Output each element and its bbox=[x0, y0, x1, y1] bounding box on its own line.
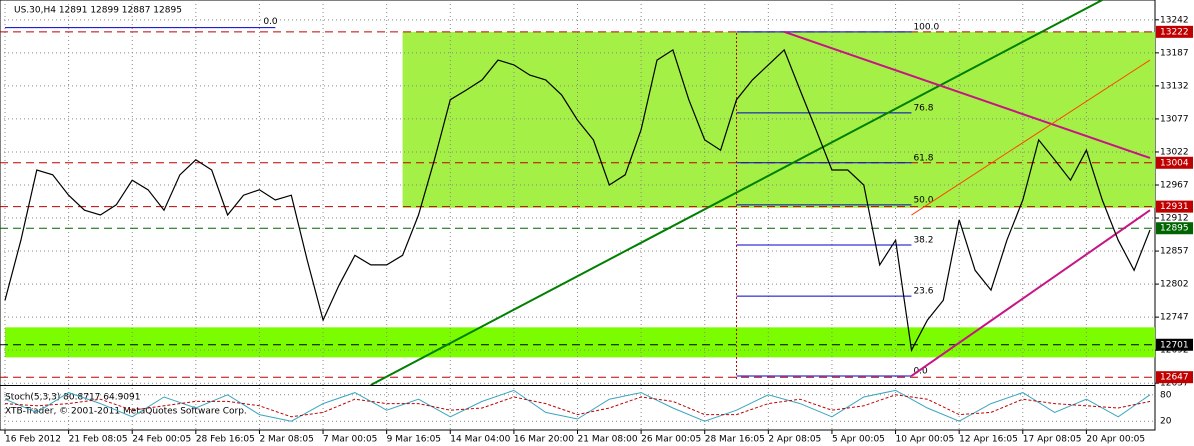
x-tick-label: 7 Mar 00:05 bbox=[323, 435, 377, 445]
level-label: 12895 bbox=[1160, 224, 1189, 234]
x-tick-label: 20 Apr 00:05 bbox=[1086, 435, 1145, 445]
fib-label: 100.0 bbox=[913, 22, 939, 32]
x-tick-label: 17 Apr 08:05 bbox=[1023, 435, 1082, 445]
y-tick-label: 13187 bbox=[1160, 48, 1189, 58]
y-tick-label: 13132 bbox=[1160, 81, 1189, 91]
stoch-tick-label: 80 bbox=[1160, 390, 1172, 400]
level-label: 13004 bbox=[1160, 158, 1189, 168]
level-label: 12931 bbox=[1160, 202, 1189, 212]
stoch-label: Stoch(5,3,3) 80.8717 64.9091 bbox=[5, 393, 140, 403]
y-tick-label: 12747 bbox=[1160, 313, 1189, 323]
fib-label: 0.0 bbox=[263, 17, 278, 27]
y-tick-label: 13242 bbox=[1160, 15, 1189, 25]
fib-label: 50.0 bbox=[913, 195, 933, 205]
y-tick-label: 12912 bbox=[1160, 214, 1189, 224]
y-tick-label: 12967 bbox=[1160, 180, 1189, 190]
x-tick-label: 28 Mar 16:05 bbox=[705, 435, 765, 445]
level-box bbox=[1156, 371, 1193, 384]
level-label: 12701 bbox=[1160, 340, 1189, 350]
watermark: XTB-Trader, © 2001-2011 MetaQuotes Softw… bbox=[5, 407, 247, 417]
zone bbox=[402, 31, 1155, 208]
x-tick-label: 21 Feb 08:05 bbox=[69, 435, 128, 445]
y-tick-label: 12637 bbox=[1160, 379, 1189, 389]
y-tick-label: 12857 bbox=[1160, 247, 1189, 257]
level-label: 12647 bbox=[1160, 373, 1189, 383]
stoch-tick-label: 20 bbox=[1160, 417, 1172, 427]
trend-line bbox=[370, 0, 1103, 385]
chart-title: US.30,H4 12891 12899 12887 12895 bbox=[14, 6, 182, 16]
y-tick-label: 13022 bbox=[1160, 147, 1189, 157]
y-tick-label: 13077 bbox=[1160, 114, 1189, 124]
x-tick-label: 10 Apr 00:05 bbox=[896, 435, 955, 445]
fib-label: 61.8 bbox=[913, 153, 933, 163]
x-tick-label: 14 Mar 04:00 bbox=[450, 435, 510, 445]
x-tick-label: 12 Apr 16:05 bbox=[959, 435, 1018, 445]
x-tick-label: 2 Mar 08:05 bbox=[259, 435, 313, 445]
fib-label: 76.8 bbox=[913, 103, 933, 113]
x-tick-label: 2 Apr 08:05 bbox=[768, 435, 821, 445]
level-box bbox=[1156, 25, 1193, 38]
x-tick-label: 5 Apr 00:05 bbox=[832, 435, 885, 445]
level-box bbox=[1156, 338, 1193, 351]
x-tick-label: 21 Mar 08:00 bbox=[578, 435, 638, 445]
price-line bbox=[4, 48, 1151, 353]
fib-label: 23.6 bbox=[913, 287, 933, 297]
stoch-line bbox=[4, 389, 1151, 422]
trend-line bbox=[783, 30, 1151, 159]
zone bbox=[5, 327, 1155, 358]
x-tick-label: 24 Feb 00:05 bbox=[132, 435, 191, 445]
trend-line bbox=[910, 209, 1151, 377]
x-tick-label: 28 Feb 16:05 bbox=[196, 435, 255, 445]
level-box bbox=[1156, 156, 1193, 169]
level-box bbox=[1156, 222, 1193, 235]
level-box bbox=[1156, 200, 1193, 213]
main-panel: 100.0 76.8 61.8 50.0 38.2 23.6 0.0 0.0 bbox=[0, 0, 1155, 430]
y-tick-label: 12802 bbox=[1160, 280, 1189, 290]
level-label: 13222 bbox=[1160, 27, 1189, 37]
stoch-line bbox=[4, 394, 1151, 418]
x-tick-label: 9 Mar 16:05 bbox=[387, 435, 441, 445]
trend-line bbox=[911, 59, 1151, 216]
fib-label: 38.2 bbox=[913, 236, 933, 246]
x-tick-label: 16 Feb 2012 bbox=[5, 435, 61, 445]
x-tick-label: 26 Mar 00:05 bbox=[641, 435, 701, 445]
fib-label: 0.0 bbox=[913, 366, 928, 376]
x-tick-label: 16 Mar 20:00 bbox=[514, 435, 574, 445]
